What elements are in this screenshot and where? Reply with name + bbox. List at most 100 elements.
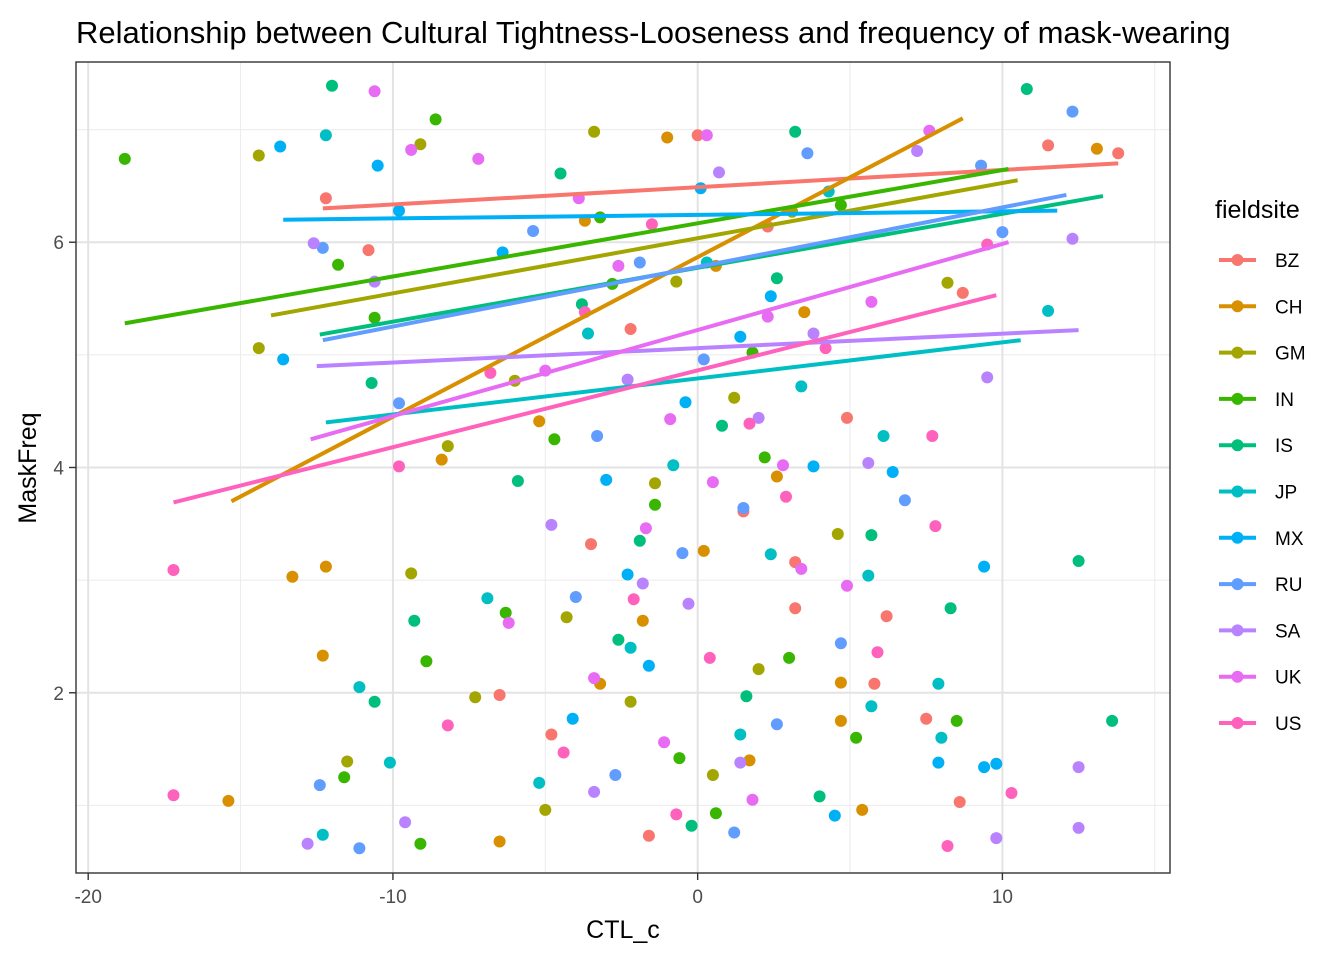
point-CH <box>697 544 710 557</box>
point-US <box>780 490 792 503</box>
point-SA <box>682 597 695 610</box>
point-UK <box>746 793 759 806</box>
point-SA <box>1066 232 1079 245</box>
legend-item-RU: RU <box>1219 575 1302 596</box>
point-CH <box>1090 142 1103 155</box>
point-BZ <box>956 286 969 299</box>
point-BZ <box>1042 139 1055 152</box>
fit-line-RU <box>322 192 1067 343</box>
point-CH <box>743 754 756 767</box>
point-US <box>743 417 756 430</box>
point-US <box>926 430 939 442</box>
point-RU <box>770 718 783 731</box>
point-SA <box>621 373 634 386</box>
point-IN <box>118 152 131 165</box>
legend-title: fieldsite <box>1215 196 1300 224</box>
point-GM <box>560 611 573 624</box>
point-BZ <box>362 244 375 257</box>
point-MX <box>642 659 655 672</box>
chart-title: Relationship between Cultural Tightness-… <box>76 15 1231 50</box>
legend-label: RU <box>1275 575 1302 596</box>
x-tick-label: 0 <box>692 887 703 908</box>
point-UK <box>502 616 515 629</box>
point-IS <box>770 272 783 285</box>
legend-item-MX: MX <box>1219 529 1304 550</box>
point-SA <box>911 145 924 157</box>
regression-lines <box>124 116 1119 505</box>
point-UK <box>761 310 774 323</box>
point-JP <box>533 776 546 789</box>
point-US <box>484 366 497 379</box>
point-UK <box>368 85 381 98</box>
legend-key-point <box>1231 670 1244 683</box>
legend-item-SA: SA <box>1219 621 1301 642</box>
legend-item-GM: GM <box>1219 344 1306 365</box>
point-SA <box>713 166 725 179</box>
point-BZ <box>789 602 802 615</box>
legend-item-US: US <box>1219 714 1301 735</box>
point-MX <box>393 204 405 217</box>
point-MX <box>978 560 991 573</box>
legend-key-point <box>1231 485 1244 498</box>
point-IN <box>420 655 433 668</box>
point-MX <box>277 353 290 366</box>
point-JP <box>764 548 777 561</box>
point-JP <box>877 430 890 442</box>
point-CH <box>856 803 869 816</box>
point-GM <box>341 755 354 768</box>
point-IN <box>834 199 847 212</box>
point-RU <box>527 225 540 237</box>
x-axis: -20 -10 0 10 <box>74 873 1013 908</box>
point-MX <box>679 396 692 409</box>
point-RU <box>1066 105 1079 118</box>
legend-label: MX <box>1275 529 1304 550</box>
legend-key-point <box>1231 578 1244 591</box>
legend-key-point <box>1231 439 1244 452</box>
point-UK <box>639 522 652 535</box>
legend-label: US <box>1275 714 1301 735</box>
legend-item-BZ: BZ <box>1219 251 1300 272</box>
point-IS <box>740 690 753 703</box>
point-SA <box>734 756 747 769</box>
point-RU <box>975 159 988 172</box>
x-tick-label: -20 <box>74 887 101 908</box>
fit-line-JP <box>325 338 1021 425</box>
point-US <box>670 808 683 821</box>
point-BZ <box>868 677 881 690</box>
point-US <box>871 646 884 659</box>
point-CH <box>834 714 847 727</box>
point-US <box>557 746 570 759</box>
point-IN <box>548 433 561 446</box>
point-SA <box>1072 761 1085 774</box>
point-GM <box>706 769 719 781</box>
point-UK <box>588 672 601 685</box>
point-UK <box>706 476 719 489</box>
point-MX <box>807 460 820 473</box>
point-GM <box>728 391 741 404</box>
legend-item-JP: JP <box>1219 483 1297 504</box>
x-tick-label: -10 <box>379 887 406 908</box>
point-GM <box>649 477 661 490</box>
point-US <box>819 342 832 355</box>
point-IS <box>944 602 957 615</box>
point-IS <box>685 819 698 832</box>
point-MX <box>764 290 777 303</box>
point-IS <box>511 475 524 487</box>
point-US <box>941 840 954 852</box>
point-BZ <box>545 728 558 741</box>
point-MX <box>828 809 841 822</box>
point-BZ <box>880 610 893 623</box>
point-IN <box>649 498 661 511</box>
point-CH <box>222 794 235 807</box>
point-JP <box>667 459 680 472</box>
point-SA <box>990 832 1003 845</box>
point-JP <box>862 569 875 582</box>
point-JP <box>582 327 594 340</box>
point-IN <box>673 752 686 765</box>
legend-label: IN <box>1275 390 1294 411</box>
point-UK <box>405 143 418 156</box>
point-MX <box>734 330 747 343</box>
point-RU <box>898 494 911 507</box>
point-CH <box>798 306 811 319</box>
point-JP <box>935 731 948 744</box>
